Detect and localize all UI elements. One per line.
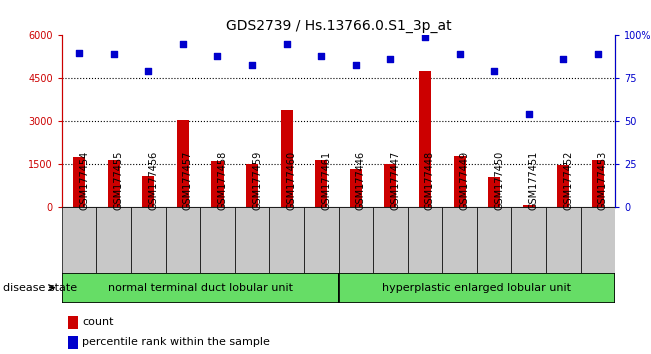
Bar: [339, 207, 373, 273]
Text: GSM177448: GSM177448: [425, 151, 435, 210]
Bar: [62, 273, 339, 303]
Bar: [68, 316, 78, 329]
Text: GSM177452: GSM177452: [563, 151, 574, 210]
Bar: [339, 273, 615, 303]
Bar: [68, 336, 78, 349]
Text: disease state: disease state: [3, 282, 77, 293]
Text: GSM177449: GSM177449: [460, 151, 469, 210]
Point: [143, 69, 154, 74]
Text: GSM177447: GSM177447: [391, 151, 400, 210]
Point: [109, 51, 119, 57]
Text: percentile rank within the sample: percentile rank within the sample: [82, 337, 270, 348]
Point: [489, 69, 499, 74]
Point: [592, 51, 603, 57]
Text: GSM177451: GSM177451: [529, 151, 539, 210]
Bar: [212, 161, 223, 207]
Bar: [419, 71, 431, 207]
Bar: [304, 207, 339, 273]
Text: hyperplastic enlarged lobular unit: hyperplastic enlarged lobular unit: [382, 282, 572, 293]
Bar: [131, 207, 165, 273]
Bar: [546, 207, 581, 273]
Point: [558, 57, 568, 62]
Point: [454, 51, 465, 57]
Bar: [488, 177, 500, 207]
Text: GSM177453: GSM177453: [598, 151, 608, 210]
Bar: [581, 207, 615, 273]
Bar: [512, 207, 546, 273]
Bar: [523, 205, 534, 207]
Bar: [270, 207, 304, 273]
Point: [420, 34, 430, 40]
Point: [316, 53, 326, 59]
Bar: [235, 207, 270, 273]
Text: GSM177461: GSM177461: [321, 151, 331, 210]
Bar: [96, 207, 131, 273]
Bar: [246, 164, 258, 207]
Text: normal terminal duct lobular unit: normal terminal duct lobular unit: [107, 282, 293, 293]
Point: [281, 41, 292, 47]
Bar: [373, 207, 408, 273]
Bar: [315, 160, 327, 207]
Bar: [592, 160, 604, 207]
Bar: [107, 160, 120, 207]
Text: GSM177446: GSM177446: [356, 151, 366, 210]
Text: GSM177460: GSM177460: [286, 151, 297, 210]
Bar: [73, 157, 85, 207]
Text: GSM177450: GSM177450: [494, 151, 504, 210]
Text: GSM177454: GSM177454: [79, 151, 89, 210]
Bar: [177, 120, 189, 207]
Point: [74, 50, 85, 55]
Point: [385, 57, 396, 62]
Bar: [350, 169, 362, 207]
Bar: [557, 165, 570, 207]
Title: GDS2739 / Hs.13766.0.S1_3p_at: GDS2739 / Hs.13766.0.S1_3p_at: [226, 19, 451, 33]
Bar: [200, 207, 235, 273]
Point: [212, 53, 223, 59]
Bar: [165, 207, 200, 273]
Point: [178, 41, 188, 47]
Text: GSM177457: GSM177457: [183, 151, 193, 210]
Bar: [477, 207, 512, 273]
Text: count: count: [82, 318, 113, 327]
Bar: [454, 156, 465, 207]
Text: GSM177455: GSM177455: [114, 151, 124, 210]
Bar: [62, 207, 96, 273]
Bar: [408, 207, 442, 273]
Text: GSM177459: GSM177459: [252, 151, 262, 210]
Bar: [281, 110, 293, 207]
Text: GSM177456: GSM177456: [148, 151, 158, 210]
Bar: [384, 164, 396, 207]
Bar: [442, 207, 477, 273]
Point: [247, 62, 257, 67]
Point: [351, 62, 361, 67]
Text: GSM177458: GSM177458: [217, 151, 227, 210]
Bar: [143, 176, 154, 207]
Point: [523, 112, 534, 117]
